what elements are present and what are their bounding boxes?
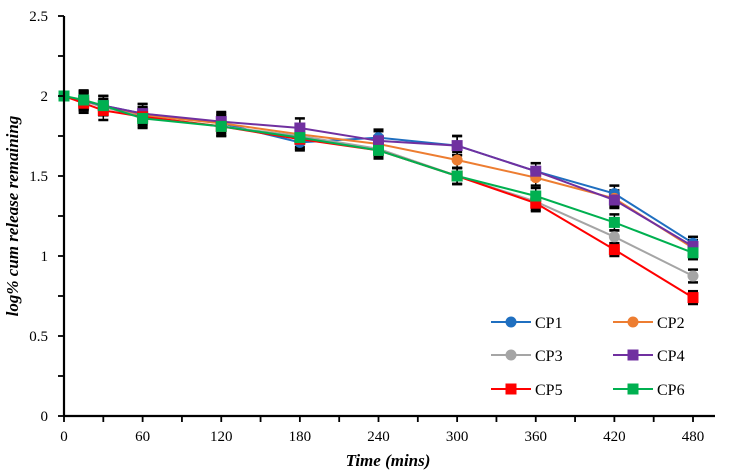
data-point-cp5	[608, 244, 620, 256]
legend-item-cp3: CP3	[491, 348, 563, 365]
legend-marker	[505, 316, 517, 328]
axes: 0 0.5 1 1.5 2 2.5 0 60 120 180 240 300 360 420 480	[29, 9, 715, 445]
data-point-cp6	[373, 144, 384, 156]
y-tick-label: 1.5	[29, 169, 48, 185]
series-line-cp3	[63, 95, 694, 277]
data-point-cp3	[608, 231, 620, 243]
data-point-cp5	[530, 197, 542, 209]
legend-marker	[627, 383, 639, 395]
data-point-cp6	[530, 190, 542, 202]
legend-item-cp4: CP4	[613, 348, 685, 365]
data-point-cp5	[687, 292, 699, 304]
legend-item-cp2: CP2	[613, 315, 685, 332]
x-tick-label: 420	[603, 429, 626, 445]
data-point-cp4	[687, 240, 699, 252]
legend-marker	[627, 349, 639, 361]
y-tick-label: 1	[41, 249, 49, 265]
legend: CP1 CP2 CP3 CP4 CP5 CP6	[491, 315, 685, 399]
data-point-cp4	[451, 140, 463, 152]
legend-marker	[627, 316, 639, 328]
data-point-cp6	[215, 120, 227, 132]
legend-label: CP3	[535, 348, 563, 365]
data-point-cp6	[137, 112, 149, 124]
legend-marker	[505, 383, 517, 395]
legend-label: CP2	[657, 315, 685, 332]
series-line-cp5	[63, 95, 694, 299]
data-point-cp6	[78, 94, 90, 106]
x-axis-title: Time (mins)	[346, 451, 431, 470]
y-tick-label: 2	[41, 89, 49, 105]
y-tick-label: 0.5	[29, 329, 48, 345]
data-point-cp6	[294, 132, 306, 144]
legend-label: CP6	[657, 382, 685, 399]
data-point-cp6	[687, 247, 699, 259]
legend-item-cp5: CP5	[491, 382, 563, 399]
x-tick-label: 300	[446, 429, 469, 445]
x-tick-label: 240	[367, 429, 390, 445]
legend-label: CP5	[535, 382, 563, 399]
data-point-cp4	[530, 165, 542, 177]
legend-label: CP4	[657, 348, 685, 365]
data-point-cp3	[687, 270, 699, 282]
data-point-cp4	[294, 122, 306, 134]
legend-marker	[505, 349, 517, 361]
data-point-cp4	[373, 135, 384, 147]
x-tick-label: 120	[210, 429, 233, 445]
x-tick-label: 480	[682, 429, 705, 445]
x-tick-label: 360	[525, 429, 548, 445]
data-point-cp4	[608, 194, 620, 206]
x-tick-label: 0	[60, 429, 68, 445]
data-point-cp6	[608, 216, 620, 228]
data-point-cp2	[451, 154, 463, 166]
legend-item-cp1: CP1	[491, 315, 563, 332]
y-tick-label: 0	[41, 409, 49, 425]
legend-item-cp6: CP6	[613, 382, 685, 399]
y-axis-title: log% cum release remaining	[3, 115, 22, 316]
data-point-cp6	[97, 100, 109, 112]
data-point-cp6	[451, 170, 463, 182]
legend-label: CP1	[535, 315, 563, 332]
plot-area	[58, 89, 699, 306]
x-tick-label: 180	[289, 429, 312, 445]
x-tick-label: 60	[135, 429, 150, 445]
y-tick-label: 2.5	[29, 9, 48, 25]
